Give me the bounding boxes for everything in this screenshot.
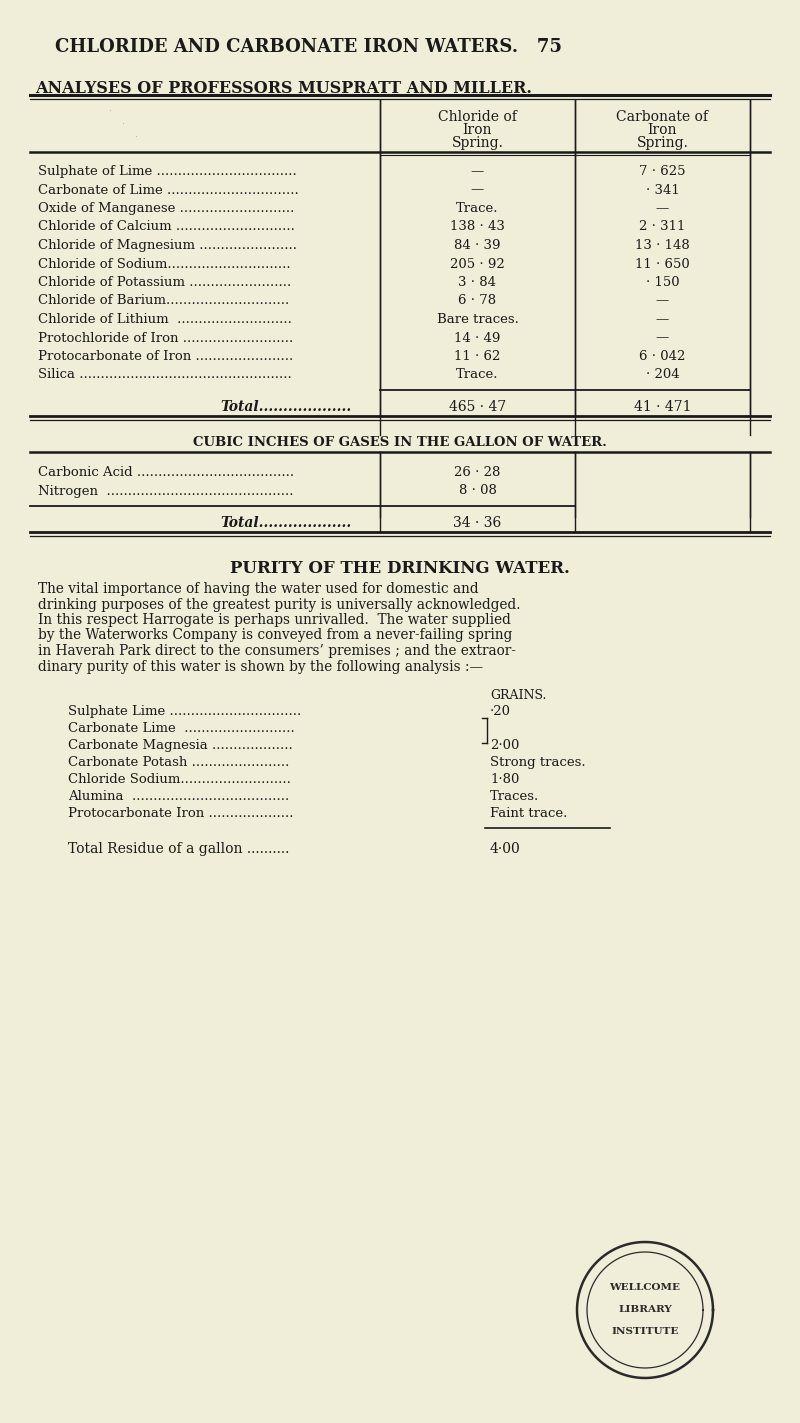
Text: 13 · 148: 13 · 148: [635, 239, 690, 252]
Text: Carbonic Acid .....................................: Carbonic Acid ..........................…: [38, 465, 294, 480]
Text: 26 · 28: 26 · 28: [454, 465, 501, 480]
Text: Iron: Iron: [462, 122, 492, 137]
Text: in Haverah Park direct to the consumers’ premises ; and the extraor-: in Haverah Park direct to the consumers’…: [38, 645, 516, 657]
Text: 41 · 471: 41 · 471: [634, 400, 691, 414]
Text: by the Waterworks Company is conveyed from a never-failing spring: by the Waterworks Company is conveyed fr…: [38, 629, 512, 643]
Text: Chloride of: Chloride of: [438, 110, 517, 124]
Text: Chloride of Magnesium .......................: Chloride of Magnesium ..................…: [38, 239, 297, 252]
Text: 7 · 625: 7 · 625: [639, 165, 686, 178]
Text: Silica ..................................................: Silica .................................…: [38, 369, 292, 381]
Text: Nitrogen  ............................................: Nitrogen ...............................…: [38, 484, 294, 498]
Text: Bare traces.: Bare traces.: [437, 313, 518, 326]
Text: Trace.: Trace.: [456, 202, 498, 215]
Text: 1·80: 1·80: [490, 773, 519, 785]
Text: —: —: [471, 184, 484, 196]
Text: GRAINS.: GRAINS.: [490, 689, 546, 702]
Text: —: —: [656, 332, 669, 344]
Text: Carbonate of: Carbonate of: [617, 110, 709, 124]
Text: 14 · 49: 14 · 49: [454, 332, 501, 344]
Text: Sulphate of Lime .................................: Sulphate of Lime .......................…: [38, 165, 297, 178]
Text: 6 · 78: 6 · 78: [458, 295, 497, 307]
Text: 11 · 62: 11 · 62: [454, 350, 501, 363]
Text: In this respect Harrogate is perhaps unrivalled.  The water supplied: In this respect Harrogate is perhaps unr…: [38, 613, 511, 628]
Text: Strong traces.: Strong traces.: [490, 756, 586, 768]
Text: Protocarbonate Iron ....................: Protocarbonate Iron ....................: [68, 807, 294, 820]
Text: 205 · 92: 205 · 92: [450, 258, 505, 270]
Text: —: —: [656, 295, 669, 307]
Text: · 204: · 204: [646, 369, 679, 381]
Text: Chloride of Barium.............................: Chloride of Barium......................…: [38, 295, 290, 307]
Text: CUBIC INCHES OF GASES IN THE GALLON OF WATER.: CUBIC INCHES OF GASES IN THE GALLON OF W…: [193, 435, 607, 450]
Text: 34 · 36: 34 · 36: [454, 517, 502, 529]
Text: Iron: Iron: [648, 122, 678, 137]
Text: Chloride of Lithium  ...........................: Chloride of Lithium ....................…: [38, 313, 292, 326]
Text: Protocarbonate of Iron .......................: Protocarbonate of Iron .................…: [38, 350, 294, 363]
Text: —: —: [471, 165, 484, 178]
Text: 3 · 84: 3 · 84: [458, 276, 497, 289]
Text: 84 · 39: 84 · 39: [454, 239, 501, 252]
Text: 2·00: 2·00: [490, 739, 519, 751]
Text: 11 · 650: 11 · 650: [635, 258, 690, 270]
Text: The vital importance of having the water used for domestic and: The vital importance of having the water…: [38, 582, 478, 596]
Text: PURITY OF THE DRINKING WATER.: PURITY OF THE DRINKING WATER.: [230, 561, 570, 576]
Text: ANALYSES OF PROFESSORS MUSPRATT AND MILLER.: ANALYSES OF PROFESSORS MUSPRATT AND MILL…: [35, 80, 532, 97]
Text: LIBRARY: LIBRARY: [618, 1305, 672, 1315]
Text: Chloride of Calcium ............................: Chloride of Calcium ....................…: [38, 221, 295, 233]
Text: WELLCOME: WELLCOME: [610, 1284, 681, 1292]
Text: CHLORIDE AND CARBONATE IRON WATERS.   75: CHLORIDE AND CARBONATE IRON WATERS. 75: [55, 38, 562, 55]
Text: ·20: ·20: [490, 704, 511, 719]
Text: Total Residue of a gallon ..........: Total Residue of a gallon ..........: [68, 842, 290, 857]
Text: Traces.: Traces.: [490, 790, 539, 803]
Text: Chloride of Potassium ........................: Chloride of Potassium ..................…: [38, 276, 291, 289]
Text: Alumina  .....................................: Alumina ................................…: [68, 790, 290, 803]
Text: Chloride of Sodium.............................: Chloride of Sodium......................…: [38, 258, 290, 270]
Text: Carbonate Magnesia ...................: Carbonate Magnesia ...................: [68, 739, 293, 751]
Text: Trace.: Trace.: [456, 369, 498, 381]
Text: —: —: [656, 202, 669, 215]
Text: · 150: · 150: [646, 276, 679, 289]
Text: Spring.: Spring.: [637, 137, 689, 149]
Text: INSTITUTE: INSTITUTE: [611, 1328, 678, 1336]
Text: 6 · 042: 6 · 042: [639, 350, 686, 363]
Text: Sulphate Lime ...............................: Sulphate Lime ..........................…: [68, 704, 302, 719]
Text: · 341: · 341: [646, 184, 679, 196]
Text: 8 · 08: 8 · 08: [458, 484, 497, 498]
Text: 465 · 47: 465 · 47: [449, 400, 506, 414]
Text: Total...................: Total...................: [220, 400, 351, 414]
Text: 138 · 43: 138 · 43: [450, 221, 505, 233]
Text: Carbonate of Lime ...............................: Carbonate of Lime ......................…: [38, 184, 298, 196]
Text: Carbonate Lime  ..........................: Carbonate Lime .........................…: [68, 721, 294, 736]
Text: 4·00: 4·00: [490, 842, 521, 857]
Text: Protochloride of Iron ..........................: Protochloride of Iron ..................…: [38, 332, 294, 344]
Text: Chloride Sodium..........................: Chloride Sodium.........................…: [68, 773, 291, 785]
Text: Total...................: Total...................: [220, 517, 351, 529]
Text: 2 · 311: 2 · 311: [639, 221, 686, 233]
Text: Faint trace.: Faint trace.: [490, 807, 567, 820]
Text: drinking purposes of the greatest purity is universally acknowledged.: drinking purposes of the greatest purity…: [38, 598, 521, 612]
Text: Carbonate Potash .......................: Carbonate Potash .......................: [68, 756, 290, 768]
Text: Spring.: Spring.: [451, 137, 503, 149]
Text: Oxide of Manganese ...........................: Oxide of Manganese .....................…: [38, 202, 294, 215]
Text: dinary purity of this water is shown by the following analysis :—: dinary purity of this water is shown by …: [38, 659, 483, 673]
Text: —: —: [656, 313, 669, 326]
